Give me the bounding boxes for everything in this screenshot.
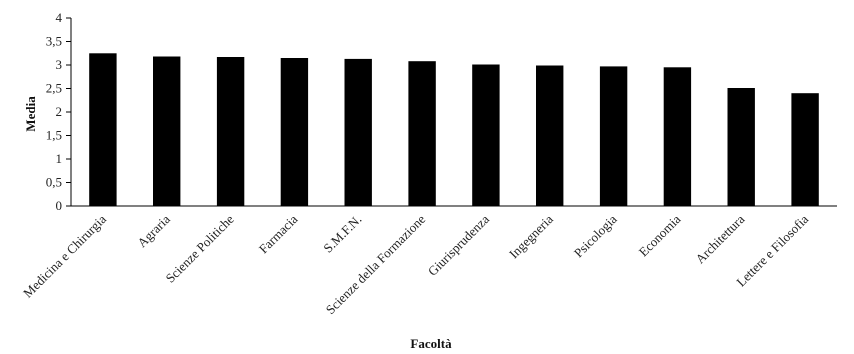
x-tick-label: Economia: [636, 211, 684, 259]
x-tick-label: Architettura: [692, 211, 747, 266]
bar: [791, 93, 819, 206]
y-tick-label: 1,5: [46, 128, 62, 143]
bar: [472, 64, 500, 206]
x-tick-label: Agraria: [134, 211, 173, 250]
y-tick-label: 1: [56, 151, 63, 166]
y-tick-label: 2,5: [46, 81, 62, 96]
y-axis: 0 0,5 1 1,5 2 2,5 3 3,5 4: [46, 10, 72, 213]
bar: [663, 67, 692, 206]
y-axis-title: Media: [23, 96, 38, 132]
y-tick-label: 3,5: [46, 34, 62, 49]
bar-series: [89, 53, 819, 207]
x-tick-label: Psicologia: [571, 211, 620, 260]
y-tick-label: 0,5: [46, 175, 62, 190]
bar: [216, 57, 245, 206]
x-tick-label: Ingegneria: [506, 211, 556, 261]
bar: [536, 65, 564, 206]
x-tick-label: Scienze Politiche: [163, 211, 237, 285]
bar: [89, 53, 117, 207]
bar: [153, 56, 181, 206]
x-tick-label: Farmacia: [256, 211, 301, 256]
y-tick-label: 0: [56, 198, 63, 213]
x-axis-title: Facoltà: [410, 336, 452, 351]
x-tick-label: Giurisprudenza: [425, 211, 492, 278]
x-tick-label: S.M.F.N.: [320, 212, 364, 256]
y-tick-label: 2: [56, 104, 63, 119]
bar: [408, 61, 436, 207]
bar: [280, 58, 309, 206]
x-tick-label: Medicina e Chirurgia: [20, 211, 109, 300]
y-tick-label: 4: [56, 10, 63, 25]
bar: [599, 66, 628, 207]
y-tick-label: 3: [56, 57, 63, 72]
bar: [344, 58, 372, 207]
bar: [727, 88, 755, 206]
